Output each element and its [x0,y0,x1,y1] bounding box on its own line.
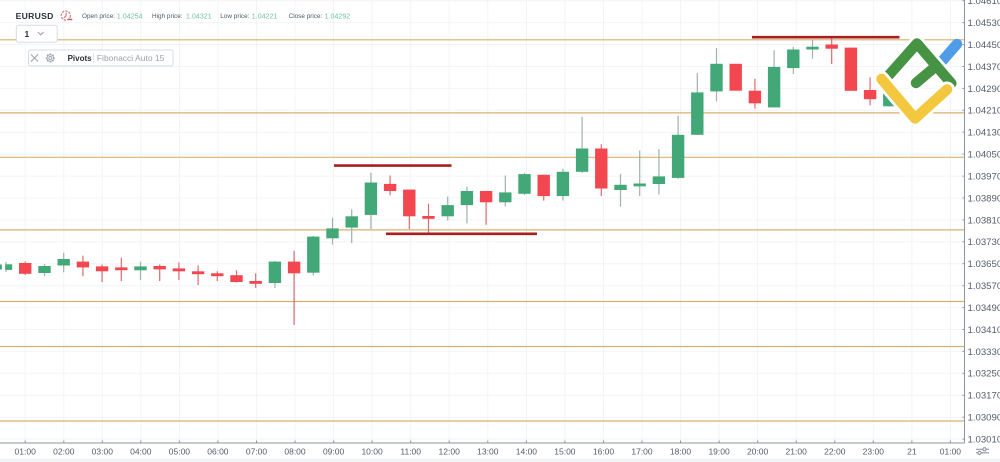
svg-text:07:00: 07:00 [246,447,268,457]
svg-text:1.03810: 1.03810 [968,215,1000,226]
svg-text:1.04130: 1.04130 [968,128,1000,139]
svg-text:1.03410: 1.03410 [968,325,1000,336]
svg-text:1.04292: 1.04292 [325,13,351,20]
svg-text:05:00: 05:00 [169,447,191,457]
svg-text:1.04610: 1.04610 [968,0,1000,7]
svg-text:16:00: 16:00 [593,447,615,457]
svg-text:1.04530: 1.04530 [968,18,1000,29]
svg-text:1.04321: 1.04321 [186,13,212,20]
svg-text:15:00: 15:00 [554,447,576,457]
svg-text:EURUSD: EURUSD [16,11,54,21]
svg-text:1.03010: 1.03010 [968,435,1000,446]
svg-text:01:00: 01:00 [15,447,37,457]
svg-text:04:00: 04:00 [130,447,152,457]
svg-text:20:00: 20:00 [747,447,769,457]
svg-text:08:00: 08:00 [284,447,306,457]
svg-text:1.03890: 1.03890 [968,193,1000,204]
svg-text:12:00: 12:00 [439,447,461,457]
svg-text:03:00: 03:00 [92,447,114,457]
svg-text:17:00: 17:00 [631,447,653,457]
svg-text:1.03330: 1.03330 [968,347,1000,358]
svg-text:1.03730: 1.03730 [968,237,1000,248]
svg-text:21:00: 21:00 [786,447,808,457]
svg-text:1.03170: 1.03170 [968,391,1000,402]
svg-text:1.04050: 1.04050 [968,150,1000,161]
svg-text:13:00: 13:00 [477,447,499,457]
svg-text:18:00: 18:00 [670,447,692,457]
svg-text:1: 1 [25,29,30,39]
svg-text:1.04221: 1.04221 [252,13,278,20]
svg-text:1.03250: 1.03250 [968,369,1000,380]
svg-text:Close price:: Close price: [289,13,323,20]
svg-text:High price:: High price: [152,13,183,20]
svg-text:09:00: 09:00 [323,447,345,457]
svg-text:1.04254: 1.04254 [117,13,143,20]
svg-text:21: 21 [907,447,917,457]
svg-text:Pivots: Pivots [68,54,93,63]
svg-text:10:00: 10:00 [361,447,383,457]
svg-text:1.04290: 1.04290 [968,84,1000,95]
svg-text:Low price:: Low price: [220,13,249,20]
svg-text:1.03650: 1.03650 [968,259,1000,270]
svg-text:1.04450: 1.04450 [968,40,1000,51]
svg-text:22:00: 22:00 [824,447,846,457]
svg-text:Fibonacci Auto 15: Fibonacci Auto 15 [97,53,165,63]
svg-text:1.04210: 1.04210 [968,106,1000,117]
svg-text:1.03090: 1.03090 [968,413,1000,424]
svg-text:01:00: 01:00 [940,447,962,457]
svg-text:19:00: 19:00 [708,447,730,457]
svg-text:06:00: 06:00 [207,447,229,457]
svg-text:1.03570: 1.03570 [968,281,1000,292]
svg-text:1.03490: 1.03490 [968,303,1000,314]
svg-text:11:00: 11:00 [400,447,421,457]
svg-text:Open price:: Open price: [82,13,115,20]
svg-text:02:00: 02:00 [53,447,75,457]
svg-text:1.04370: 1.04370 [968,62,1000,73]
svg-text:23:00: 23:00 [863,447,885,457]
svg-text:14:00: 14:00 [516,447,538,457]
svg-text:1.03970: 1.03970 [968,172,1000,183]
